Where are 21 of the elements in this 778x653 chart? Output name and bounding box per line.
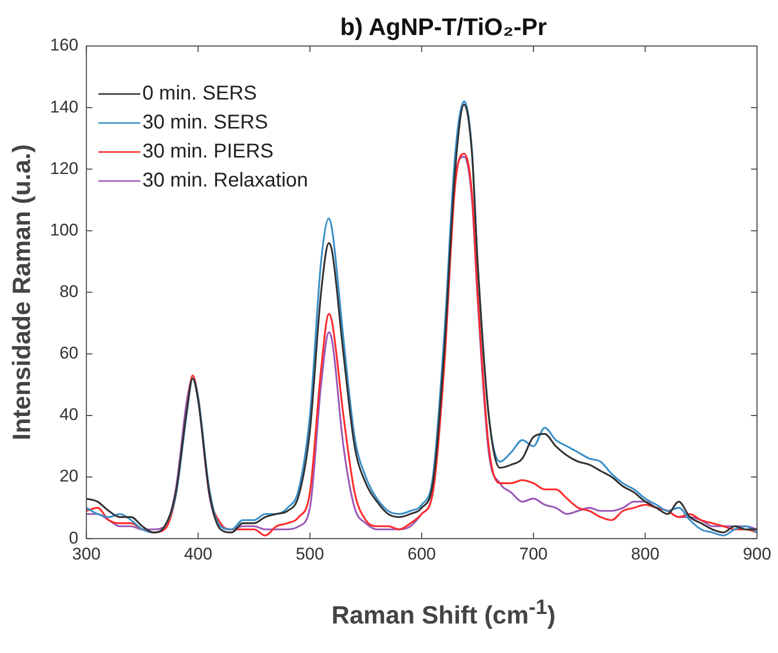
y-tick-label: 140 — [50, 97, 78, 116]
y-tick-label: 80 — [59, 282, 78, 301]
y-tick-label: 160 — [50, 36, 78, 55]
x-axis-title: Raman Shift (cm$^{-1}$) — [330, 596, 557, 630]
x-tick-label: 900 — [742, 544, 772, 564]
legend-label: 30 min. Relaxation — [142, 170, 308, 192]
y-tick-label: 60 — [59, 344, 78, 363]
x-tick-label: 600 — [407, 544, 436, 564]
legend-label: 30 min. SERS — [142, 112, 268, 134]
y-tick-label: 40 — [59, 405, 78, 424]
legend-label: 30 min. PIERS — [142, 140, 274, 163]
chart-title: b) AgNP-T/TiO₂-Pr — [339, 14, 548, 42]
x-tick-label: 400 — [184, 544, 212, 564]
legend-label: 0 min. SERS — [142, 82, 257, 105]
y-tick-label: 100 — [50, 220, 78, 240]
y-axis-title: Intensidade Raman (u.a.) — [8, 144, 36, 440]
x-tick-label: 700 — [519, 544, 548, 564]
x-tick-label: 500 — [296, 544, 324, 564]
y-tick-label: 120 — [50, 158, 78, 178]
y-tick-label: 20 — [59, 466, 78, 486]
x-tick-label: 800 — [631, 544, 660, 564]
